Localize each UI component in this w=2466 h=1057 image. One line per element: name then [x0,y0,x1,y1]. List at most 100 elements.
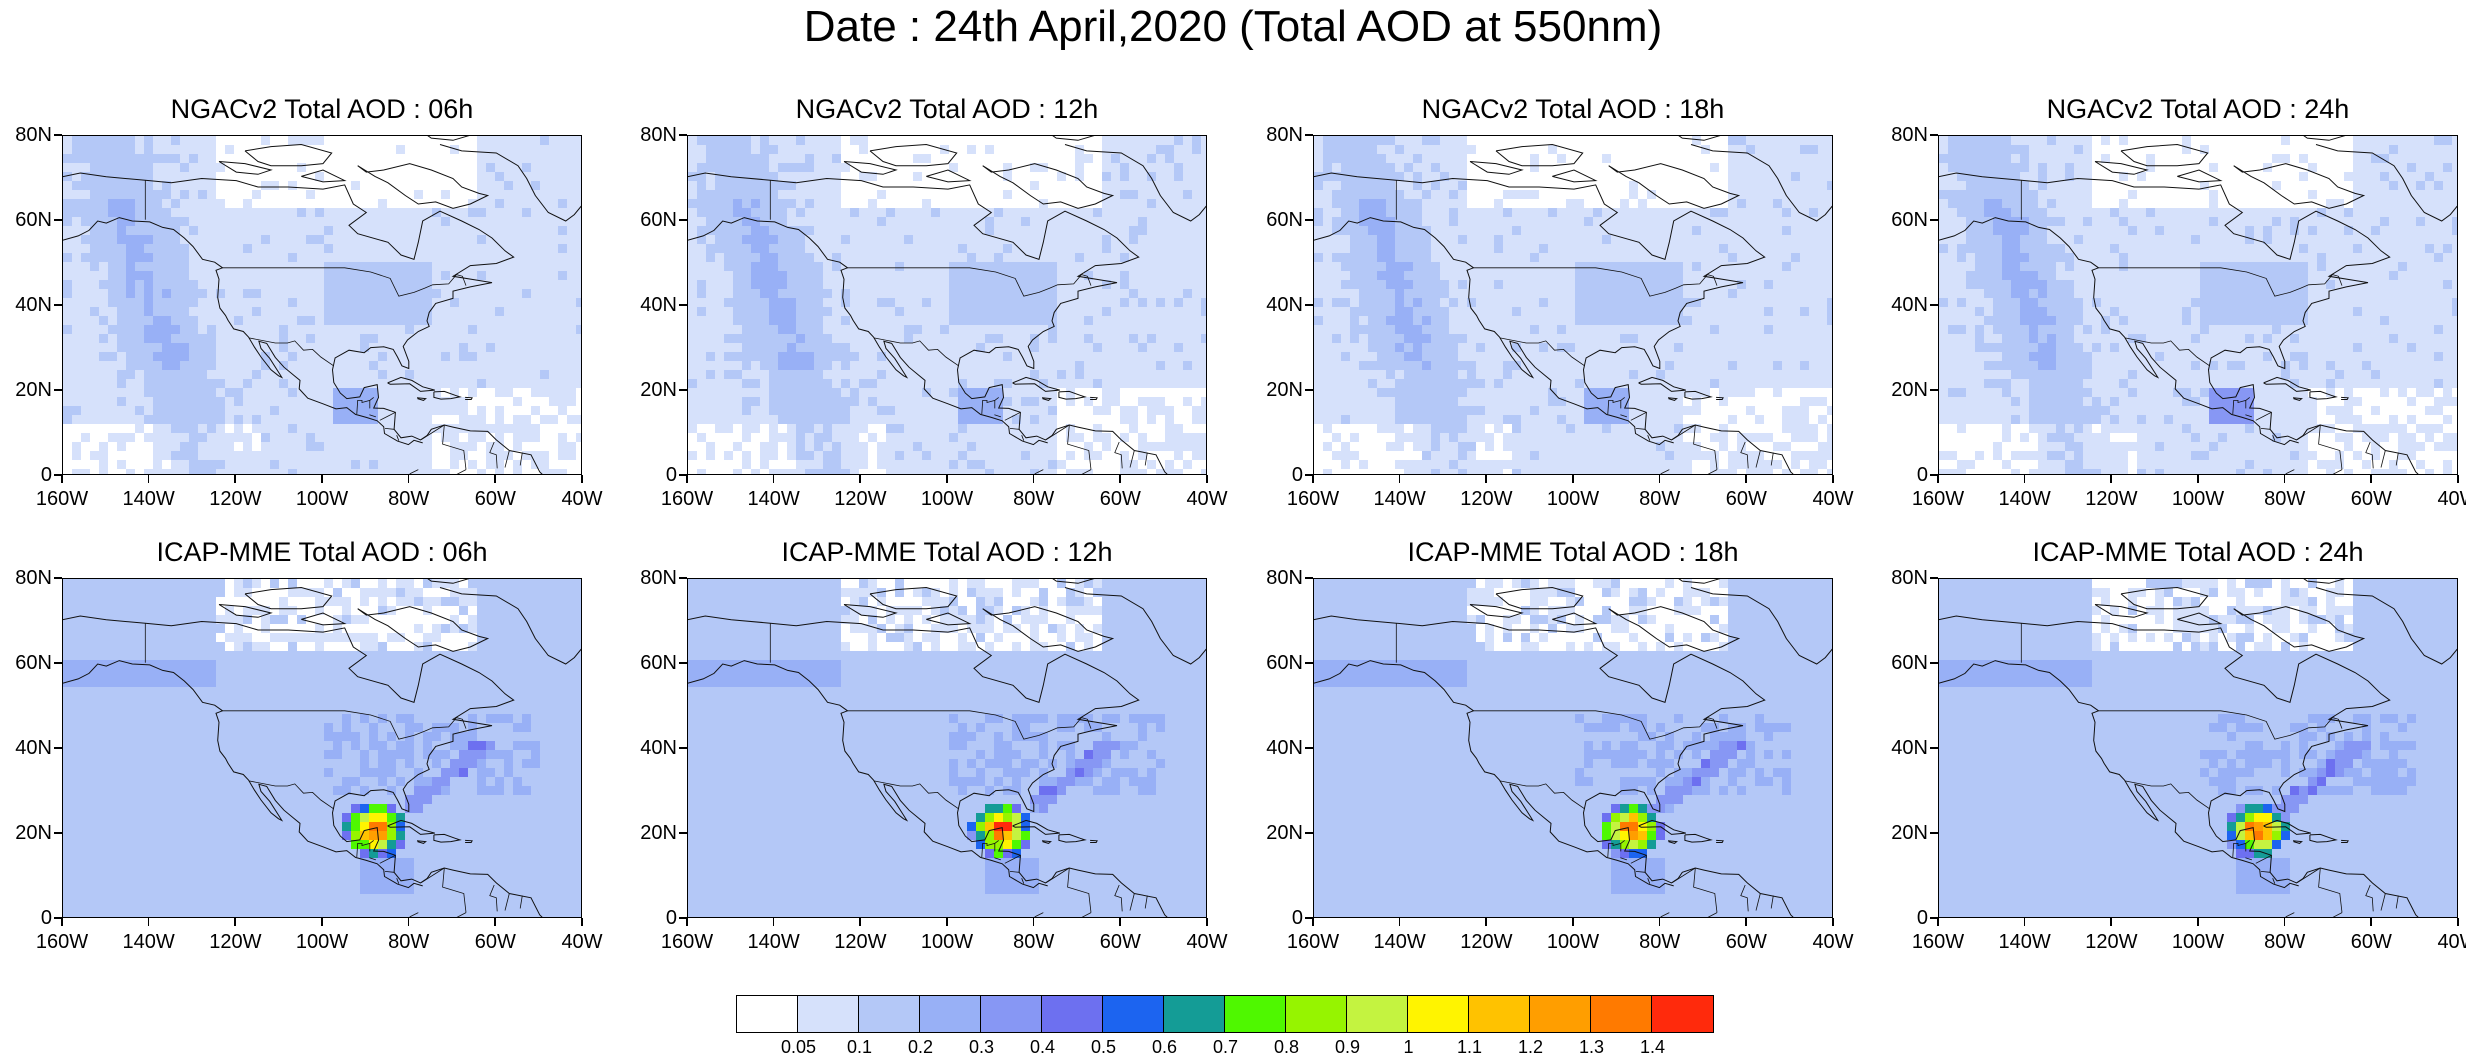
lon-tick-mark [1119,918,1121,926]
lat-tick-label: 80N [15,568,52,588]
lon-tick-label: 120W [209,932,261,952]
lon-tick-label: 80W [2264,489,2305,509]
lon-tick-mark [1659,475,1661,483]
lon-tick-mark [1937,475,1939,483]
lon-tick-label: 80W [1013,489,1054,509]
panel-title: ICAP-MME Total AOD : 18h [1273,536,1873,568]
map-area [1938,578,2458,918]
lat-tick-label: 0 [666,465,677,485]
lon-tick-mark [686,918,688,926]
lon-tick-mark [2197,918,2199,926]
lon-tick-label: 60W [1726,932,1767,952]
lon-tick-label: 80W [2264,932,2305,952]
panel-title: NGACv2 Total AOD : 18h [1273,93,1873,125]
lat-tick-label: 40N [1891,295,1928,315]
lon-tick-label: 60W [475,489,516,509]
lon-tick-mark [2110,918,2112,926]
lon-tick-mark [1206,475,1208,483]
lat-tick-label: 20N [15,380,52,400]
lon-tick-mark [686,475,688,483]
lon-tick-label: 140W [748,932,800,952]
lon-tick-label: 40W [561,932,602,952]
lon-tick-mark [1119,475,1121,483]
lon-tick-mark [408,475,410,483]
lon-tick-mark [773,918,775,926]
lon-tick-mark [1745,918,1747,926]
lon-tick-mark [773,475,775,483]
lat-tick-mark [54,304,62,306]
lon-tick-label: 140W [1999,489,2051,509]
lat-tick-label: 60N [1266,210,1303,230]
lon-tick-label: 40W [1186,489,1227,509]
colorbar-level-label: 0.2 [908,1037,933,1057]
lon-tick-mark [1206,918,1208,926]
lat-tick-mark [679,389,687,391]
lon-tick-label: 160W [661,489,713,509]
colorbar-swatch [1286,996,1347,1032]
lat-tick-label: 20N [640,823,677,843]
lon-tick-label: 60W [475,932,516,952]
lon-tick-label: 100W [921,932,973,952]
panel-title: NGACv2 Total AOD : 12h [647,93,1247,125]
lat-tick-label: 40N [640,738,677,758]
lat-tick-mark [679,134,687,136]
lon-tick-mark [581,475,583,483]
colorbar-level-label: 1.4 [1640,1037,1665,1057]
lon-tick-label: 100W [296,489,348,509]
lon-tick-label: 60W [1726,489,1767,509]
lon-tick-label: 100W [1547,932,1599,952]
colorbar-swatch [1408,996,1469,1032]
lon-tick-mark [2197,475,2199,483]
lon-tick-label: 80W [388,932,429,952]
lon-tick-label: 140W [1374,932,1426,952]
lat-tick-mark [1930,832,1938,834]
colorbar-swatch [981,996,1042,1032]
lon-tick-mark [321,475,323,483]
lon-tick-mark [148,475,150,483]
lat-tick-mark [1930,219,1938,221]
map-area [1313,135,1833,475]
lon-tick-label: 40W [1812,489,1853,509]
panel-title: ICAP-MME Total AOD : 12h [647,536,1247,568]
lon-tick-label: 40W [561,489,602,509]
lat-tick-mark [54,832,62,834]
lat-tick-label: 80N [640,125,677,145]
lat-tick-label: 80N [15,125,52,145]
lon-tick-mark [2370,918,2372,926]
lat-tick-mark [1930,389,1938,391]
lat-tick-mark [1305,832,1313,834]
lat-tick-label: 80N [1266,568,1303,588]
colorbar-swatch [1652,996,1713,1032]
colorbar-swatch [920,996,981,1032]
lat-tick-mark [1930,747,1938,749]
aod-field [1939,136,2458,475]
lon-tick-label: 160W [661,932,713,952]
lat-tick-label: 80N [1891,568,1928,588]
map-area [687,578,1207,918]
map-area [62,135,582,475]
lat-tick-mark [1930,662,1938,664]
lon-tick-label: 60W [2351,489,2392,509]
colorbar-level-label: 1.2 [1518,1037,1543,1057]
lat-tick-mark [1305,134,1313,136]
lon-tick-label: 40W [1186,932,1227,952]
lon-tick-label: 120W [834,489,886,509]
lat-tick-label: 40N [1266,295,1303,315]
colorbar-level-label: 0.6 [1152,1037,1177,1057]
lon-tick-mark [1572,475,1574,483]
lon-tick-mark [1572,918,1574,926]
lat-tick-mark [1930,577,1938,579]
lat-tick-mark [679,832,687,834]
lon-tick-label: 100W [921,489,973,509]
aod-field [1939,579,2458,918]
lon-tick-label: 60W [1100,932,1141,952]
lon-tick-mark [2024,918,2026,926]
colorbar-level-label: 1.1 [1457,1037,1482,1057]
aod-field [688,579,1207,918]
lon-tick-label: 140W [1374,489,1426,509]
